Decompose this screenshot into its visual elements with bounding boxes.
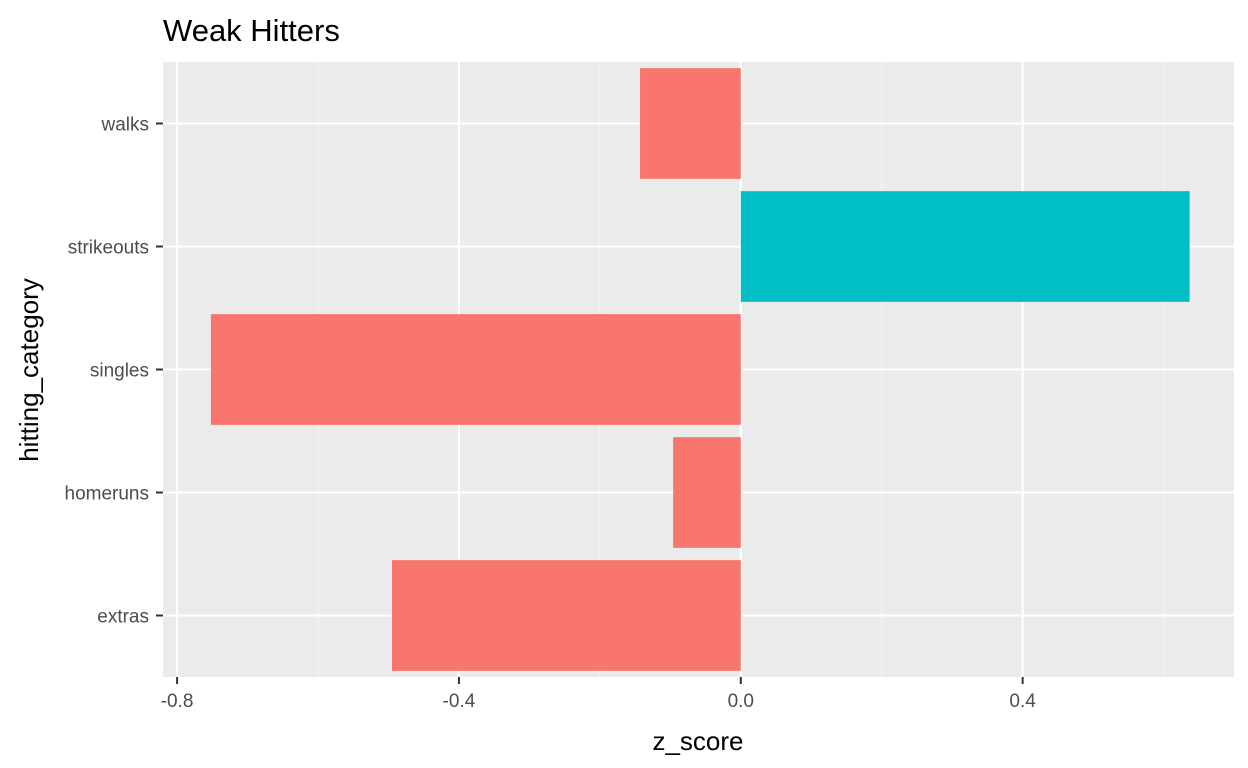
x-tick-label: 0.0 <box>728 691 754 712</box>
bar-walks <box>640 68 741 179</box>
y-axis-title: hitting_category <box>14 278 44 462</box>
y-tick-label: homeruns <box>65 484 150 505</box>
x-tick-label: -0.4 <box>443 691 476 712</box>
bar-homeruns <box>673 437 741 548</box>
x-axis: -0.8 -0.4 0.0 0.4 <box>161 677 1036 712</box>
bar-extras <box>391 560 741 671</box>
x-tick-label: 0.4 <box>1009 691 1036 712</box>
chart-title: Weak Hitters <box>163 13 340 48</box>
x-tick-label: -0.8 <box>161 691 194 712</box>
y-tick-label: extras <box>97 607 149 628</box>
bars <box>210 68 1190 671</box>
y-tick-label: singles <box>90 361 149 382</box>
x-axis-title: z_score <box>652 726 743 756</box>
bar-strikeouts <box>740 191 1190 302</box>
y-tick-label: strikeouts <box>68 238 149 259</box>
y-axis: extras homeruns singles strikeouts walks <box>65 115 163 628</box>
y-tick-label: walks <box>100 115 149 136</box>
bar-singles <box>210 314 741 425</box>
